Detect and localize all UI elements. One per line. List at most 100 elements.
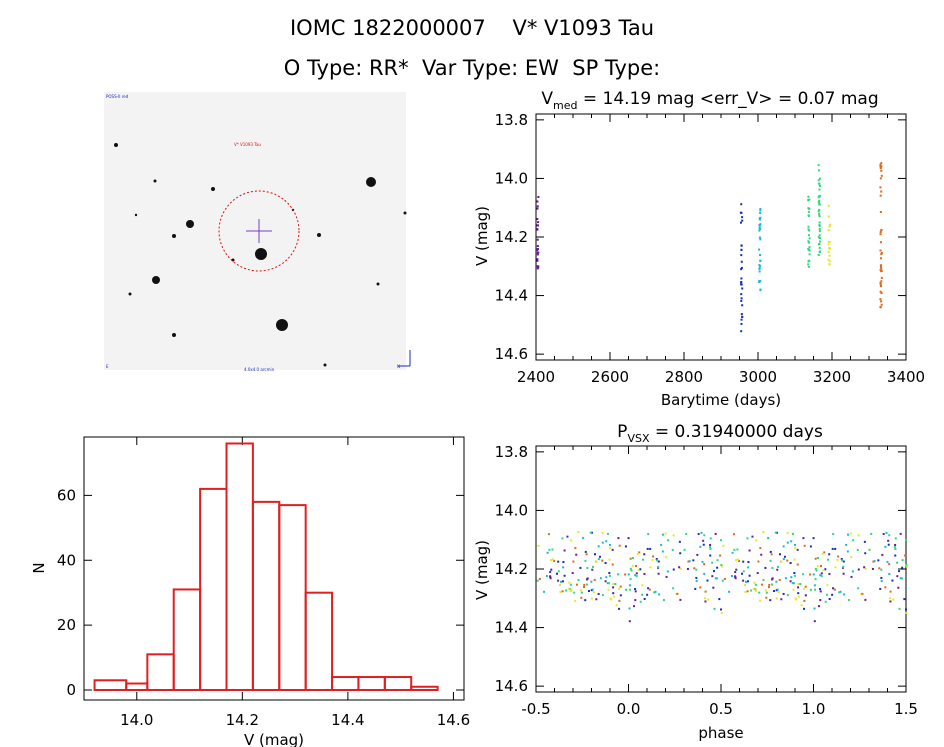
phased-curve-point (797, 595, 800, 598)
star-1 (255, 248, 267, 260)
phased-curve-point (584, 599, 587, 602)
phased-curve-point (889, 590, 892, 593)
finder-survey-label: POSS-II red (106, 94, 129, 99)
histogram-bar (125, 682, 149, 691)
light-curve-point (818, 250, 821, 253)
light-curve-point (879, 163, 882, 166)
phased-curve-point (543, 590, 546, 593)
phased-curve-point (903, 598, 906, 601)
phased-curve-point (546, 551, 549, 554)
star-2 (276, 319, 288, 331)
light-curve-point (740, 318, 743, 321)
phased-curve-title-main: P (617, 422, 627, 442)
phased-curve-point (827, 558, 830, 561)
phased-curve-point (637, 569, 640, 572)
phased-curve-point (776, 588, 779, 591)
phased-curve-point (836, 559, 839, 562)
phased-curve-point (722, 544, 725, 547)
light-curve-point (879, 257, 882, 260)
phased-curve-point (562, 566, 565, 569)
phased-curve-ytick-label: 14.2 (495, 560, 528, 578)
phased-curve-point (590, 580, 593, 583)
light-curve-chart: Vmed = 14.19 mag <err_V> = 0.07 mag 2400… (473, 89, 925, 409)
phased-curve-point (863, 566, 866, 569)
phased-curve-point (572, 560, 575, 563)
phased-curve-point (746, 590, 749, 593)
light-curve-xtick-label: 2800 (665, 368, 703, 386)
light-curve-ytick-label: 14.6 (495, 345, 528, 363)
star-title: IOMC 1822000007 V* V1093 Tau (289, 16, 655, 40)
phased-curve-point (770, 578, 773, 581)
histogram-ytick-label: 0 (66, 681, 76, 699)
phased-curve-point (771, 566, 774, 569)
phased-curve-point (782, 558, 785, 561)
light-curve-point (740, 268, 743, 271)
light-curve-point (818, 185, 821, 188)
light-curve-point (818, 203, 821, 206)
light-curve-point (808, 253, 811, 256)
phased-curve-point (630, 569, 633, 572)
phased-curve-point (636, 552, 639, 555)
phased-curve-point (629, 578, 632, 581)
light-curve-point (880, 174, 883, 177)
phased-curve-point (557, 579, 560, 582)
phased-curve-point (864, 552, 867, 555)
phased-curve-point (816, 556, 819, 559)
light-curve-point (880, 190, 883, 193)
light-curve-point (880, 291, 883, 294)
finder-image: POSS-II red V* V1093 Tau 4.0x4.0 arcmin … (104, 92, 411, 372)
phased-curve-point (888, 563, 891, 566)
phased-curve-point (834, 547, 837, 550)
phased-curve-point (719, 554, 722, 557)
light-curve-point (758, 280, 761, 283)
histogram-xtick-label: 14.6 (437, 711, 470, 729)
phased-curve-point (861, 592, 864, 595)
phased-curve-point (657, 560, 660, 563)
light-curve-point (740, 313, 743, 316)
phased-curve-point (772, 589, 775, 592)
light-curve-point (879, 177, 882, 180)
target-circle (218, 190, 300, 272)
light-curve-point (880, 162, 883, 165)
star-7 (153, 179, 157, 183)
histogram-bar (410, 685, 439, 691)
light-curve-point (536, 224, 539, 227)
phased-curve-point (873, 560, 876, 563)
phased-curve-point (897, 586, 900, 589)
phased-curve-point (833, 588, 836, 591)
phased-curve-point (795, 598, 798, 601)
phased-curve-point (657, 565, 660, 568)
light-curve-point (759, 209, 762, 212)
phased-curve-point (819, 590, 822, 593)
phased-curve-point (643, 553, 646, 556)
phased-curve-point (573, 591, 576, 594)
light-curve-point (759, 288, 762, 291)
light-curve-point (740, 330, 743, 333)
light-curve-point (817, 254, 820, 257)
light-curve-point (759, 238, 762, 241)
phased-curve-point (832, 533, 835, 536)
phased-curve-point (608, 571, 611, 574)
phased-curve-point (641, 584, 644, 587)
phased-curve-point (896, 575, 899, 578)
phased-curve-point (905, 539, 908, 542)
phased-curve-point (791, 532, 794, 535)
phased-curve-point (753, 588, 756, 591)
phased-curve-point (570, 539, 573, 542)
light-curve-point (758, 264, 761, 267)
phased-curve-point (753, 581, 756, 584)
light-curve-title-sub: med (553, 99, 577, 112)
light-curve-point (879, 283, 882, 286)
phased-curve-point (611, 563, 614, 566)
phased-curve-point (597, 558, 600, 561)
phased-curve-point (793, 574, 796, 577)
phased-curve-point (634, 599, 637, 602)
phased-curve-xtick-label: 0.0 (617, 700, 641, 718)
phased-curve-point (695, 568, 698, 571)
phased-curve-point (792, 588, 795, 591)
phased-curve-point (870, 532, 873, 535)
phased-curve-point (842, 572, 845, 575)
light-curve-point (879, 186, 882, 189)
phased-curve-point (803, 544, 806, 547)
phased-curve-point (587, 589, 590, 592)
